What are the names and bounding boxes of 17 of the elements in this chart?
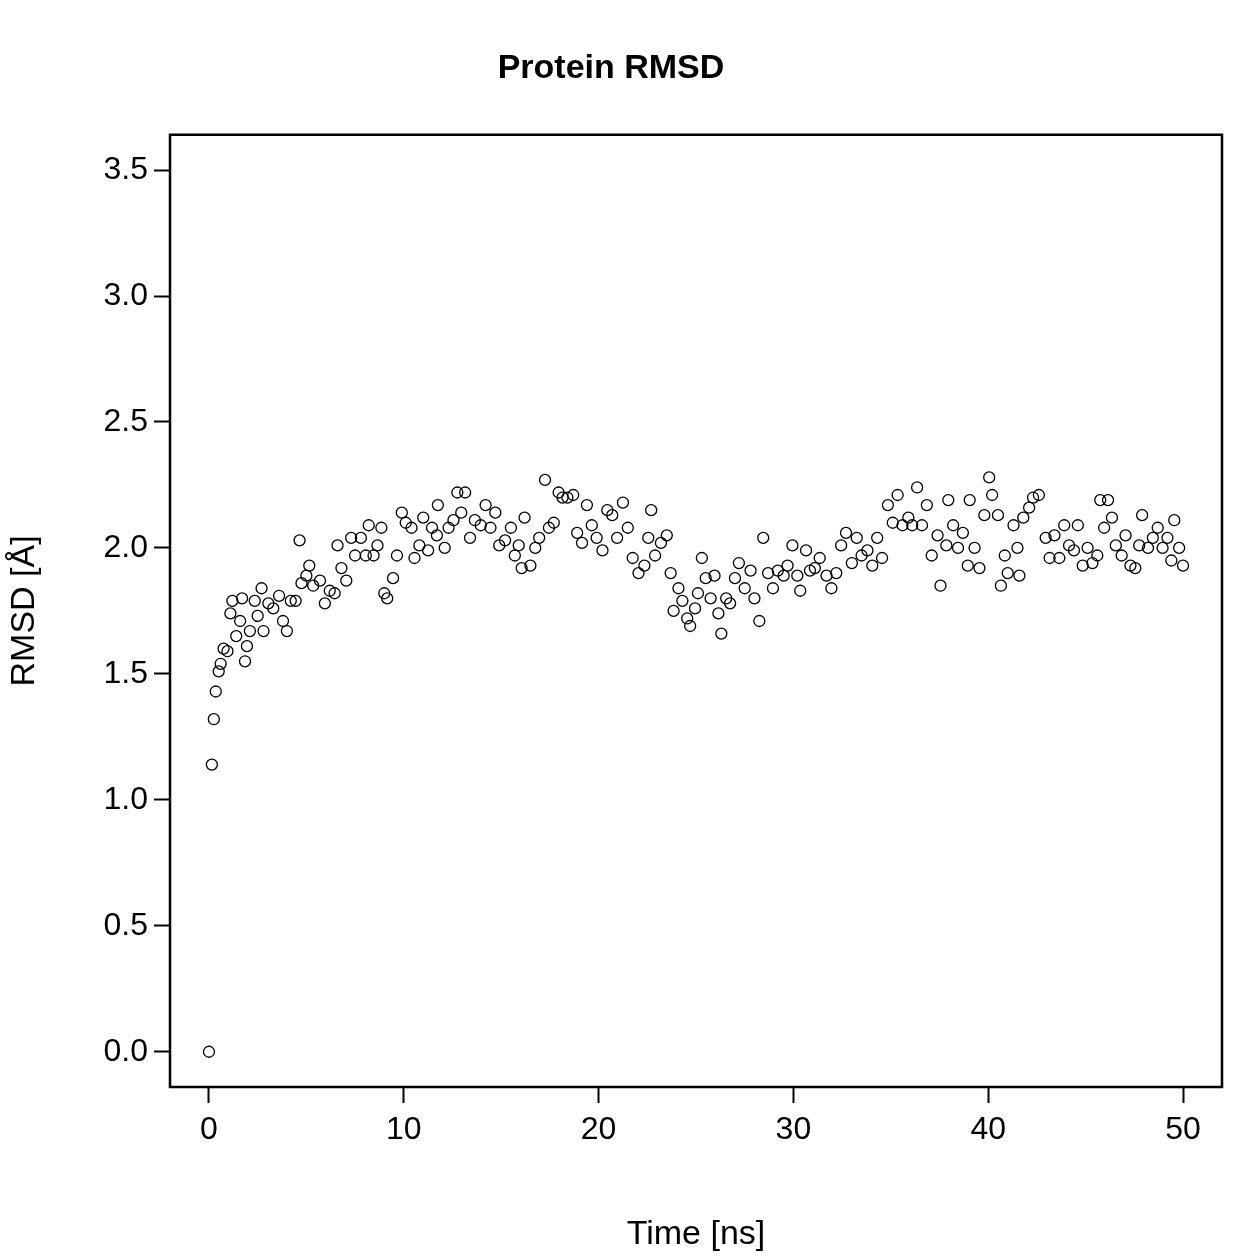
x-tick-label: 0 bbox=[200, 1110, 218, 1147]
y-axis-title: RMSD [Å] bbox=[2, 535, 41, 687]
y-tick-label: 3.5 bbox=[103, 149, 148, 186]
y-tick-label: 1.5 bbox=[103, 653, 148, 690]
chart-title: Protein RMSD bbox=[497, 46, 725, 85]
y-tick-label: 1.0 bbox=[103, 779, 148, 816]
y-tick-label: 2.0 bbox=[103, 527, 148, 564]
x-tick-label: 30 bbox=[775, 1110, 812, 1147]
y-tick-label: 2.5 bbox=[103, 401, 148, 438]
y-tick-label: 0.0 bbox=[103, 1031, 148, 1068]
x-axis-title: Time [ns] bbox=[626, 1212, 766, 1251]
y-tick-label: 0.5 bbox=[103, 905, 148, 942]
x-tick-label: 50 bbox=[1165, 1110, 1201, 1147]
y-tick-label: 3.0 bbox=[103, 275, 148, 312]
x-tick-label: 10 bbox=[385, 1110, 422, 1147]
x-tick-label: 40 bbox=[970, 1110, 1007, 1147]
x-tick-label: 20 bbox=[580, 1110, 617, 1147]
